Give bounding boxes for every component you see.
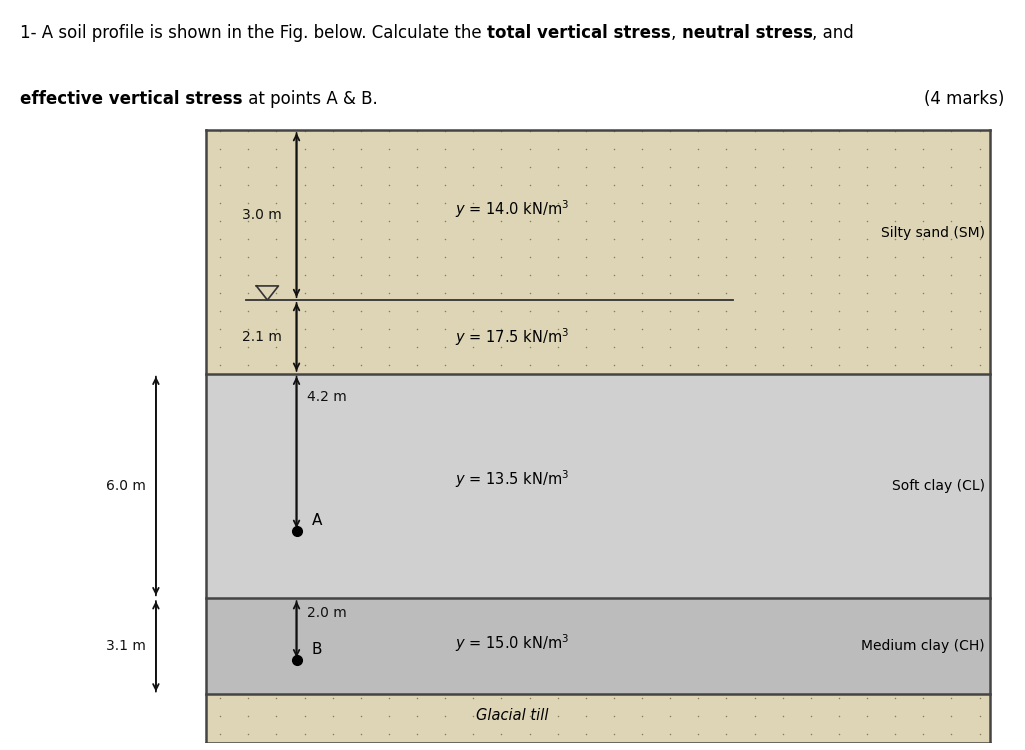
Text: ,: ,	[671, 25, 682, 42]
Text: A: A	[312, 513, 322, 528]
Text: $y$ = 14.0 kN/m$^3$: $y$ = 14.0 kN/m$^3$	[455, 198, 570, 220]
Text: Silty sand (SM): Silty sand (SM)	[880, 226, 985, 240]
Bar	[206, 374, 990, 598]
Text: B: B	[312, 642, 322, 657]
Text: Soft clay (CL): Soft clay (CL)	[892, 479, 985, 493]
Bar	[206, 694, 990, 742]
Bar	[206, 598, 990, 694]
Text: 3.1 m: 3.1 m	[106, 639, 146, 653]
Text: 4.2 m: 4.2 m	[306, 390, 346, 404]
Text: 6.0 m: 6.0 m	[106, 479, 146, 493]
Text: at points A & B.: at points A & B.	[243, 90, 377, 108]
Text: neutral stress: neutral stress	[682, 25, 813, 42]
Text: 2.0 m: 2.0 m	[306, 606, 346, 620]
Text: $y$ = 13.5 kN/m$^3$: $y$ = 13.5 kN/m$^3$	[455, 469, 570, 490]
Text: 2.1 m: 2.1 m	[242, 330, 282, 344]
Bar	[206, 130, 990, 374]
Text: Glacial till: Glacial till	[477, 708, 548, 723]
Text: (4 marks): (4 marks)	[925, 90, 1004, 108]
Text: total vertical stress: total vertical stress	[487, 25, 671, 42]
Text: 1- A soil profile is shown in the Fig. below. Calculate the: 1- A soil profile is shown in the Fig. b…	[20, 25, 487, 42]
Text: Medium clay (CH): Medium clay (CH)	[861, 639, 985, 653]
Text: $y$ = 17.5 kN/m$^3$: $y$ = 17.5 kN/m$^3$	[455, 326, 570, 348]
Text: effective vertical stress: effective vertical stress	[20, 90, 243, 108]
Text: 3.0 m: 3.0 m	[242, 208, 282, 222]
Text: $y$ = 15.0 kN/m$^3$: $y$ = 15.0 kN/m$^3$	[455, 632, 570, 654]
Text: , and: , and	[813, 25, 854, 42]
